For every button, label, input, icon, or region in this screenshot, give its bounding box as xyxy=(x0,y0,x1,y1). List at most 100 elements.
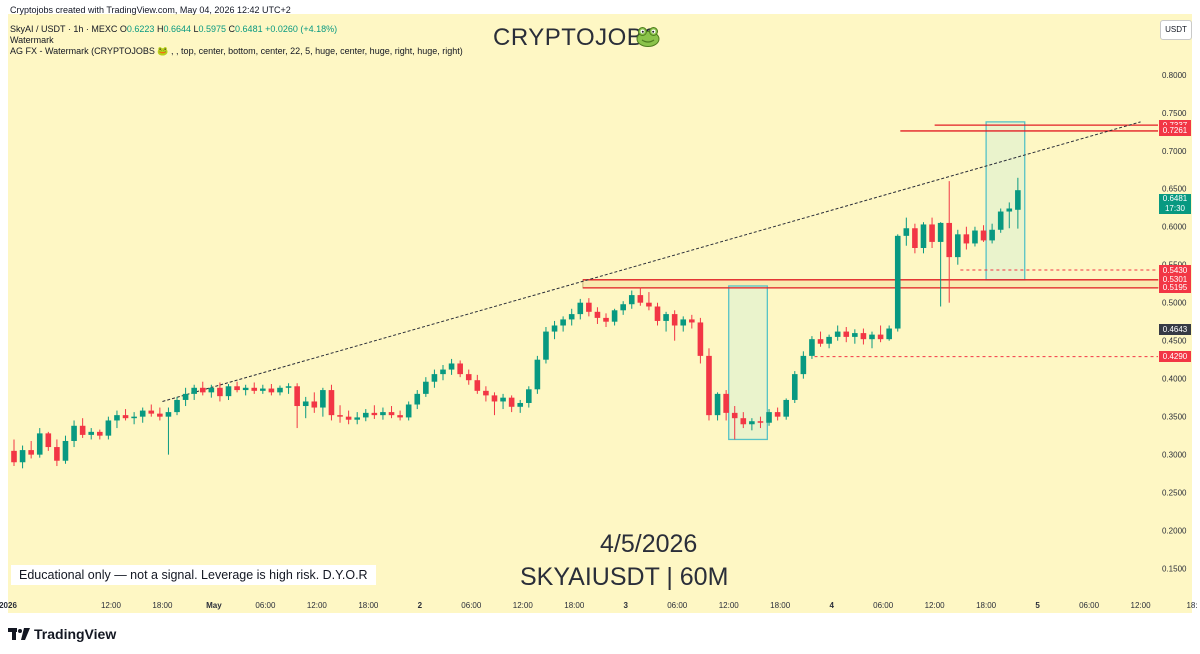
candle xyxy=(783,398,789,420)
candle-body xyxy=(1006,208,1013,212)
y-tick-label: 0.3500 xyxy=(1162,413,1187,422)
candle xyxy=(586,298,592,317)
x-tick-label: 12:00 xyxy=(719,601,740,610)
x-tick-label: 06:00 xyxy=(667,601,688,610)
candle xyxy=(157,407,163,421)
candle-body xyxy=(731,412,738,419)
candle-body xyxy=(903,228,910,236)
candle-body xyxy=(71,425,77,441)
candle-body xyxy=(362,412,369,418)
candle-body xyxy=(337,415,343,417)
candle-body xyxy=(852,333,858,337)
candle-body xyxy=(577,302,584,315)
x-tick-label: 18:00 xyxy=(564,601,585,610)
candle-body xyxy=(611,310,618,322)
candle-body xyxy=(242,387,249,391)
candle-body xyxy=(972,230,978,244)
candle xyxy=(105,416,112,440)
candle-body xyxy=(191,387,197,394)
x-tick-label: 12:00 xyxy=(925,601,946,610)
indicator-agfx-watermark[interactable]: AG FX - Watermark (CRYPTOJOBS 🐸 , , top,… xyxy=(10,46,463,56)
candle xyxy=(174,396,180,416)
candle-body xyxy=(654,306,661,321)
candle xyxy=(79,418,86,438)
currency-badge[interactable]: USDT xyxy=(1160,20,1192,40)
candle-body xyxy=(723,393,729,413)
candle-body xyxy=(877,334,884,340)
candle xyxy=(774,407,781,421)
y-tick-label: 0.1500 xyxy=(1162,565,1187,574)
candle xyxy=(800,351,807,379)
candle xyxy=(860,328,867,345)
candle xyxy=(320,387,326,417)
candle-body xyxy=(989,229,995,241)
candle-body xyxy=(740,418,747,425)
candle xyxy=(989,223,995,244)
candle xyxy=(28,440,34,459)
candle-body xyxy=(122,415,129,419)
candle xyxy=(36,428,43,458)
candle xyxy=(869,331,875,349)
time-axis[interactable]: 2026 12:00 18:00 May 06:00 12:00 18:00 2 06:00 12… xyxy=(0,601,1198,610)
candle-body xyxy=(320,390,326,408)
x-tick-label: 12:00 xyxy=(513,601,534,610)
ohlc-legend: SkyAI / USDT · 1h · MEXC O0.6223 H0.6644… xyxy=(10,24,337,34)
candle-body xyxy=(397,415,403,418)
candle xyxy=(731,406,738,440)
current-price-label: 0.6481 17:30 xyxy=(1159,194,1191,214)
candle xyxy=(11,439,17,467)
candle xyxy=(757,416,764,429)
price-axis[interactable]: 0.85000.80000.75000.70000.65000.60000.55… xyxy=(1162,33,1187,574)
candle-body xyxy=(105,420,112,436)
candle-body xyxy=(440,369,446,375)
candle xyxy=(337,405,343,423)
candle xyxy=(302,396,309,419)
high-value: 0.6644 xyxy=(163,24,191,34)
candle-body xyxy=(757,421,764,423)
candle xyxy=(500,393,506,410)
candle-body xyxy=(380,412,386,416)
candle xyxy=(483,386,489,402)
tradingview-logo[interactable]: TradingView xyxy=(8,626,116,642)
x-tick-label: 06:00 xyxy=(873,601,894,610)
trendline xyxy=(162,121,1141,402)
candle xyxy=(448,358,455,375)
indicator-watermark[interactable]: Watermark xyxy=(10,35,54,45)
candle xyxy=(946,181,953,303)
candle xyxy=(534,355,541,394)
candle xyxy=(526,386,532,408)
symbol-line[interactable]: SkyAI / USDT · 1h · MEXC xyxy=(10,24,118,34)
y-tick-label: 0.6500 xyxy=(1162,185,1187,194)
candle xyxy=(929,217,935,248)
y-tick-label: 0.5000 xyxy=(1162,299,1187,308)
candle-body xyxy=(139,410,146,417)
candle xyxy=(628,290,635,309)
x-tick-label: 18:00 xyxy=(770,601,791,610)
x-tick-label: 2026 xyxy=(0,601,17,610)
price-level-label: 0.5301 xyxy=(1159,274,1191,286)
candle xyxy=(920,222,927,254)
candle-body xyxy=(543,331,549,360)
candle-body xyxy=(448,363,455,370)
candle xyxy=(654,302,661,326)
candle-body xyxy=(620,304,626,311)
close-label: C xyxy=(228,24,236,34)
x-tick-label: 18: xyxy=(1186,601,1197,610)
candle-body xyxy=(508,397,515,407)
candle-body xyxy=(894,235,901,329)
candle-body xyxy=(663,314,669,321)
candle xyxy=(345,410,352,425)
candle-body xyxy=(285,386,292,388)
candle xyxy=(560,316,566,332)
x-tick-label: 06:00 xyxy=(461,601,482,610)
candle-body xyxy=(251,387,258,391)
candle-body xyxy=(114,415,120,421)
candle xyxy=(217,382,223,402)
candle-body xyxy=(54,447,60,461)
candle-body xyxy=(646,302,652,307)
candle-body xyxy=(594,311,601,318)
candle xyxy=(165,407,172,455)
change-value: +0.0260 (+4.18%) xyxy=(265,24,338,34)
levels-layer xyxy=(582,124,1158,358)
